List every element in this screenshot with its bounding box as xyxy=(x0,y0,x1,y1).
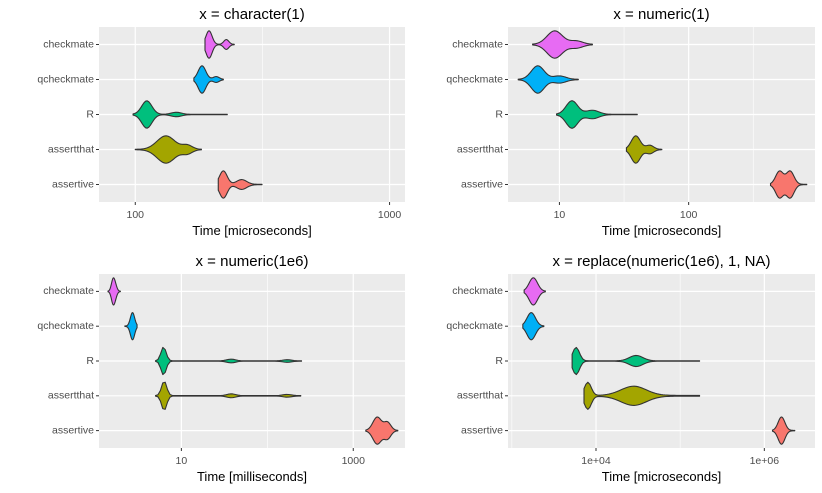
y-tick-label-assertive: assertive xyxy=(461,424,503,436)
y-tick-label-qcheckmate: qcheckmate xyxy=(37,320,94,332)
y-tick-label-assertive: assertive xyxy=(52,424,94,436)
x-tick-label: 10 xyxy=(554,209,566,221)
violin-assertive xyxy=(771,416,796,445)
y-tick-label-checkmate: checkmate xyxy=(452,38,503,50)
violin-assertive xyxy=(217,170,263,199)
y-tick-label-assertive: assertive xyxy=(52,178,94,190)
y-tick-label-qcheckmate: qcheckmate xyxy=(446,320,503,332)
y-tick-label-r: R xyxy=(495,355,503,367)
y-tick-label-checkmate: checkmate xyxy=(452,285,503,297)
violin-assertthat xyxy=(134,135,202,164)
violin-assertthat xyxy=(154,381,302,410)
x-axis-label: Time [microseconds] xyxy=(602,469,721,484)
violin-qcheckmate xyxy=(193,65,224,94)
violin-qcheckmate xyxy=(124,312,138,341)
x-tick-label: 10 xyxy=(176,455,188,467)
y-tick-label-qcheckmate: qcheckmate xyxy=(37,73,94,85)
y-tick-label-assertive: assertive xyxy=(461,178,503,190)
violin-checkmate xyxy=(107,277,121,306)
violin-assertthat xyxy=(625,135,663,164)
y-tick-label-assertthat: assertthat xyxy=(457,143,503,155)
violin-r xyxy=(132,100,228,129)
chart-title: x = numeric(1e6) xyxy=(196,253,309,270)
x-tick-label: 100 xyxy=(127,209,145,221)
chart-title: x = numeric(1) xyxy=(613,6,709,23)
violin-qcheckmate xyxy=(522,312,545,341)
chart-title: x = character(1) xyxy=(199,6,304,23)
y-tick-label-qcheckmate: qcheckmate xyxy=(446,73,503,85)
violin-assertive xyxy=(365,416,399,445)
violin-checkmate xyxy=(532,30,593,59)
x-axis-label: Time [microseconds] xyxy=(192,223,311,238)
violin-checkmate xyxy=(523,277,546,306)
violin-r xyxy=(556,100,638,129)
violin-assertive xyxy=(769,170,808,199)
violin-assertthat xyxy=(583,381,701,410)
chart-title: x = replace(numeric(1e6), 1, NA) xyxy=(553,253,771,270)
y-tick-label-r: R xyxy=(86,108,94,120)
violin-r xyxy=(154,346,303,376)
y-tick-label-assertthat: assertthat xyxy=(457,390,503,402)
x-tick-label: 1e+04 xyxy=(581,455,611,467)
violin-checkmate xyxy=(204,30,235,59)
x-axis-label: Time [microseconds] xyxy=(602,223,721,238)
x-tick-label: 100 xyxy=(680,209,698,221)
x-tick-label: 1000 xyxy=(342,455,366,467)
violin-r xyxy=(571,346,701,376)
y-tick-label-r: R xyxy=(86,355,94,367)
y-tick-label-assertthat: assertthat xyxy=(48,390,94,402)
x-tick-label: 1e+06 xyxy=(750,455,780,467)
y-tick-label-r: R xyxy=(495,108,503,120)
x-axis-label: Time [milliseconds] xyxy=(197,469,307,484)
y-tick-label-checkmate: checkmate xyxy=(43,38,94,50)
y-tick-label-checkmate: checkmate xyxy=(43,285,94,297)
x-tick-label: 1000 xyxy=(378,209,402,221)
violin-qcheckmate xyxy=(517,65,579,94)
y-tick-label-assertthat: assertthat xyxy=(48,143,94,155)
